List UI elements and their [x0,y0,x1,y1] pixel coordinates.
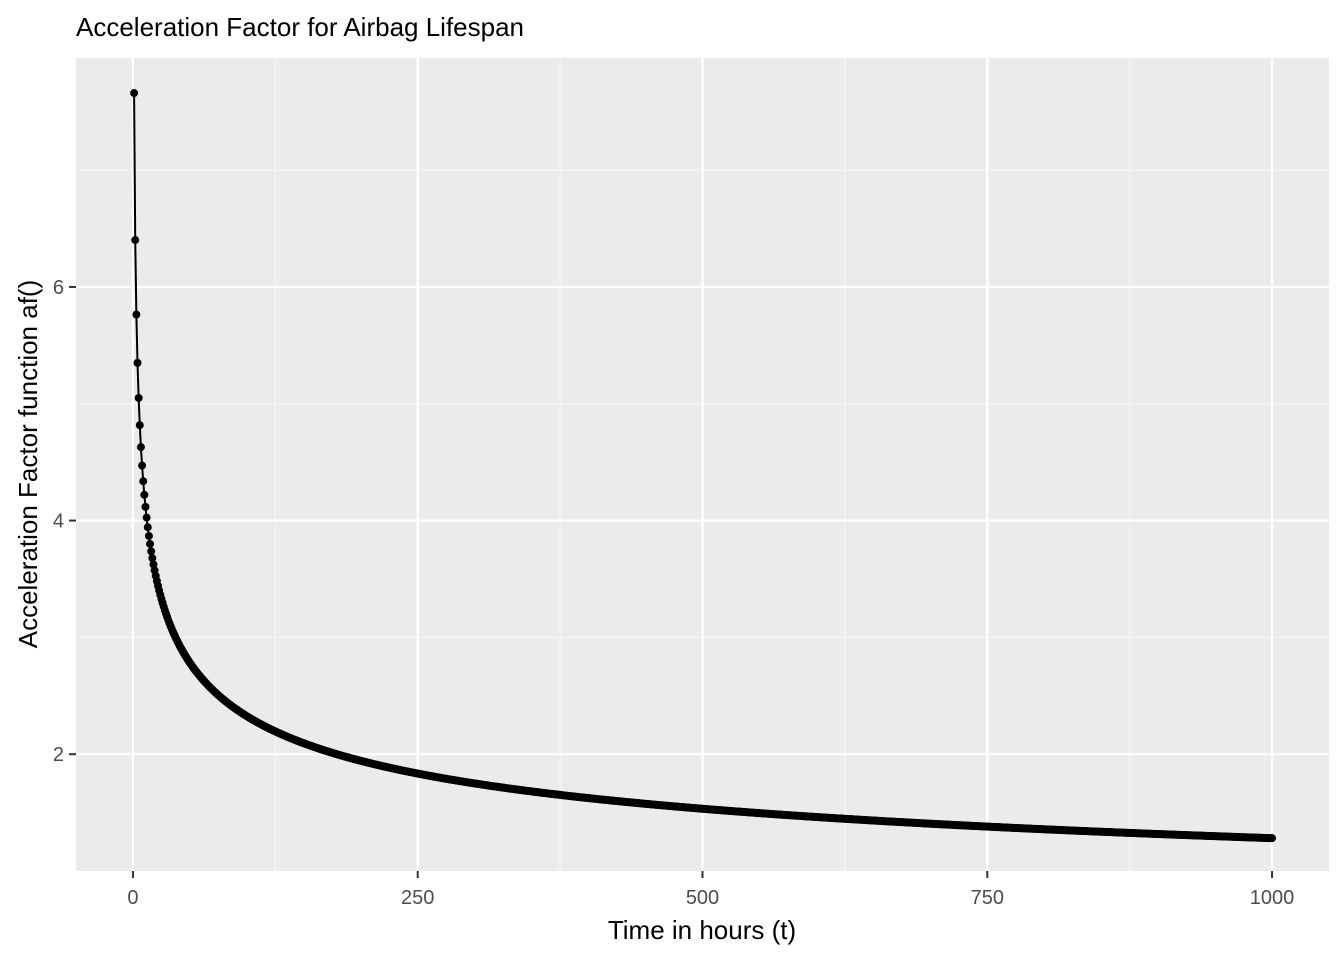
data-point [146,539,155,548]
data-series [130,89,1277,843]
data-point [138,461,147,470]
data-point [140,490,149,499]
data-point [131,236,140,245]
x-tick-label: 1000 [1250,887,1295,909]
x-tick-label: 750 [971,887,1004,909]
x-tick-label: 500 [686,887,719,909]
y-tick-label: 2 [53,744,64,766]
data-point [148,554,157,563]
data-point [1268,834,1277,843]
data-point [143,523,152,532]
y-tick-label: 4 [53,511,64,533]
y-axis: 2 4 6 [53,277,76,766]
data-point [142,513,151,522]
x-axis-title: Time in hours (t) [608,915,796,945]
x-axis: 0 250 500 750 1000 [127,871,1294,909]
major-gridlines [76,58,1329,871]
data-point [134,393,143,402]
y-tick-label: 6 [53,277,64,299]
chart-title: Acceleration Factor for Airbag Lifespan [76,12,524,42]
x-tick-label: 0 [127,887,138,909]
y-axis-title: Acceleration Factor function af() [13,280,43,649]
data-point [144,531,153,540]
data-point [130,89,139,98]
data-point [141,502,150,511]
data-point [135,421,144,430]
data-point [136,443,145,452]
data-point [139,477,148,486]
x-tick-label: 250 [401,887,434,909]
data-point [132,310,141,319]
data-point [147,547,156,556]
data-point [133,358,142,367]
